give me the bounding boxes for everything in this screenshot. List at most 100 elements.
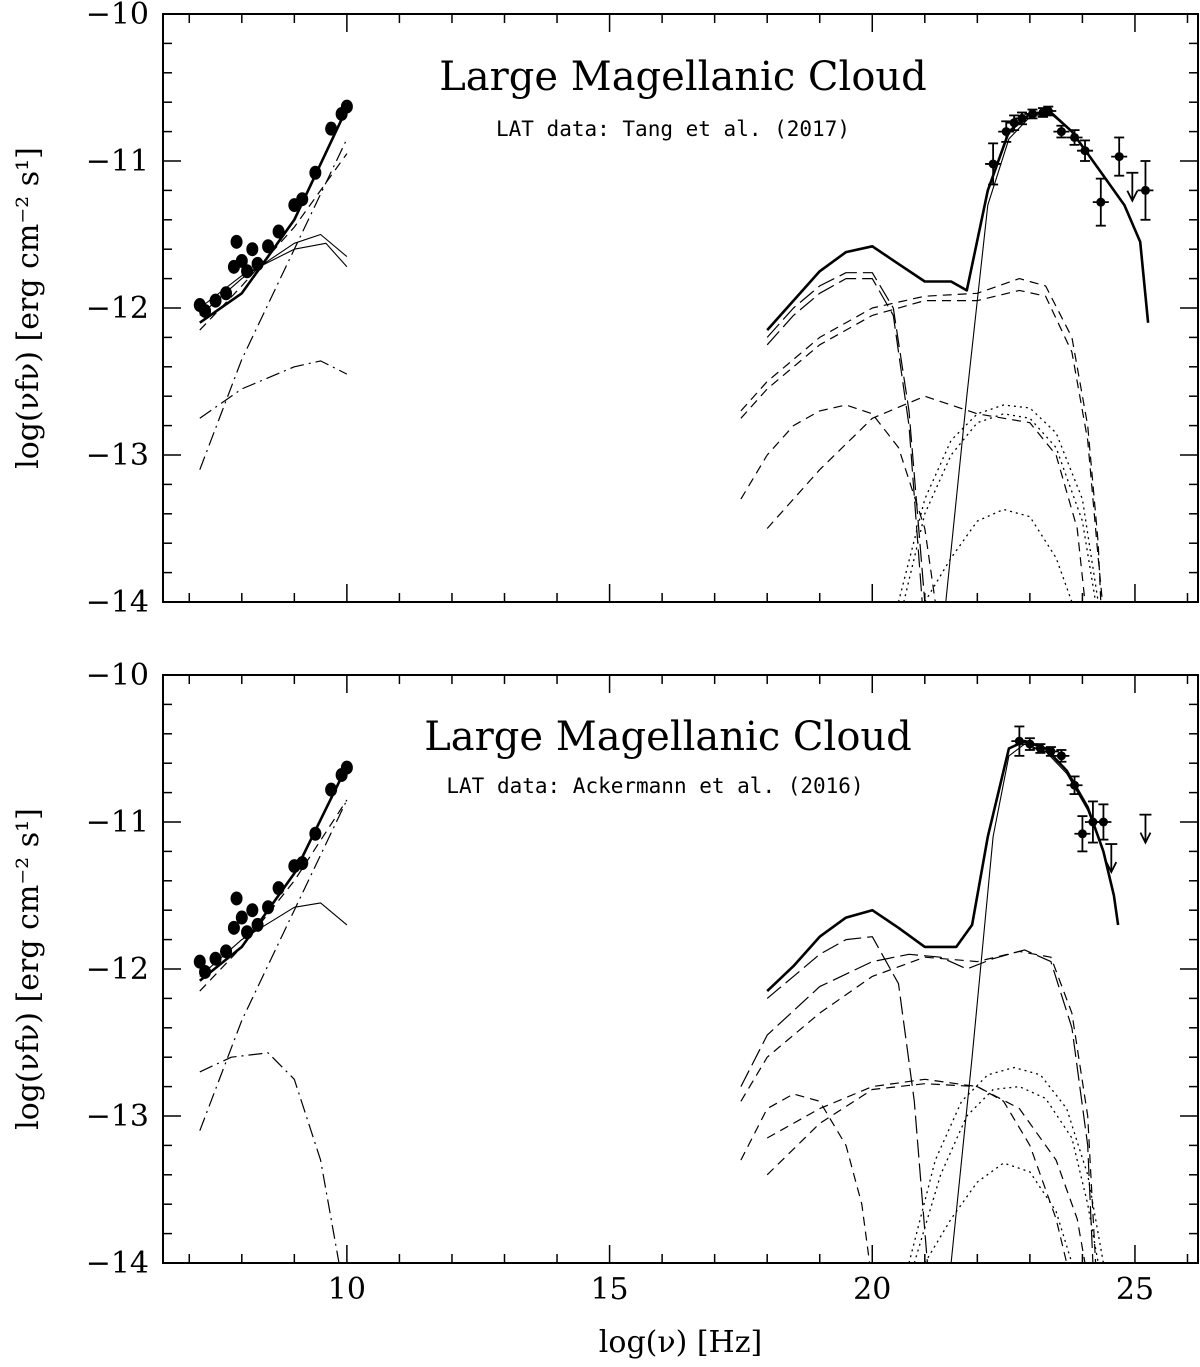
plot-frame	[162, 674, 1199, 1264]
model-curve-bremsstrahlung-2	[766, 1083, 1068, 1264]
gamma-data-point	[1025, 739, 1035, 749]
model-curve-inverse-compton-1	[740, 278, 1102, 603]
model-curve-synchrotron-X-2	[766, 278, 923, 603]
radio-data-point	[272, 224, 285, 239]
gamma-data-point	[1070, 780, 1080, 790]
plot-frame	[162, 13, 1199, 603]
gamma-data-point	[1096, 197, 1106, 207]
gamma-data-point	[988, 159, 998, 169]
radio-data-point	[340, 760, 353, 775]
y-tick-label: −11	[86, 144, 149, 179]
y-tick-label: −12	[86, 952, 149, 987]
model-curve-secondary-pion-2	[913, 1085, 1099, 1264]
gamma-data-point	[1017, 113, 1027, 123]
radio-data-point	[230, 234, 243, 249]
y-tick-label: −13	[86, 1099, 149, 1134]
gamma-data-point	[1088, 817, 1098, 827]
model-curve-secondary-pion-3	[924, 1162, 1073, 1264]
gamma-data-point	[1046, 746, 1056, 756]
model-curve-radio-component-d	[199, 902, 348, 977]
radio-data-point	[325, 782, 338, 797]
model-curve-inverse-compton-2	[740, 289, 1103, 603]
gamma-data-point	[1035, 744, 1045, 753]
y-tick-label: −12	[86, 291, 149, 326]
radio-data-point	[296, 856, 309, 871]
x-tick-label: 10	[328, 1272, 366, 1307]
radio-data-point	[296, 192, 309, 207]
radio-data-point	[340, 99, 353, 114]
radio-data-point	[272, 881, 285, 896]
upper-limit-arrow-head	[1139, 832, 1152, 845]
model-curve-bremsstrahlung-1	[740, 1093, 871, 1264]
gamma-data-point	[1028, 109, 1038, 119]
model-curve-synchrotron-X-1	[766, 272, 926, 603]
y-tick-label: −14	[86, 1246, 149, 1281]
model-curve-radio-component-c	[199, 1052, 340, 1264]
y-tick-label: −13	[86, 438, 149, 473]
gamma-data-point	[1114, 152, 1124, 162]
upper-limit-arrow-head	[1126, 190, 1139, 203]
gamma-data-point	[1009, 118, 1019, 128]
panel-1: −10 −11 −12 −13 −14 log(νfν) [erg cm⁻² s¹] Lar…	[11, 0, 1199, 620]
x-tick-label: 20	[853, 1272, 891, 1307]
radio-data-point	[230, 891, 243, 906]
model-curve-radio-component-b	[199, 799, 348, 1131]
model-curve-bremsstrahlung-2	[766, 395, 1086, 603]
radio-data-point	[235, 253, 248, 268]
radio-data-point	[241, 925, 254, 940]
y-axis-label: log(νfν) [erg cm⁻² s¹]	[11, 147, 46, 469]
gamma-data-point	[1140, 185, 1150, 195]
gamma-data-point	[1056, 751, 1066, 761]
gamma-data-point	[1043, 106, 1053, 116]
model-curve-synchrotron-X-2	[740, 949, 1094, 1264]
radio-data-point	[309, 826, 322, 841]
model-curve-secondary-pion-2	[903, 413, 1097, 603]
radio-data-point	[309, 165, 322, 180]
model-curve-bremsstrahlung-1	[740, 404, 936, 603]
gamma-data-point	[1080, 146, 1090, 156]
gamma-data-point	[1001, 127, 1011, 137]
radio-data-point	[220, 286, 233, 301]
radio-data-point	[251, 256, 264, 271]
panel-title: Large Magellanic Cloud	[439, 54, 927, 100]
model-curve-radio-component-a	[199, 799, 348, 992]
radio-data-point	[193, 954, 206, 969]
y-tick-label: −11	[86, 805, 149, 840]
radio-data-point	[235, 910, 248, 925]
model-curve-radio-component-a	[199, 153, 348, 331]
gamma-data-point	[1014, 736, 1024, 746]
x-axis-label: log(ν) [Hz]	[599, 1325, 762, 1360]
y-tick-label: −14	[86, 585, 149, 620]
radio-data-point	[220, 944, 233, 959]
upper-limit-arrow-head	[1105, 861, 1118, 875]
radio-data-point	[262, 239, 275, 254]
model-curve-total-model	[766, 739, 1120, 993]
radio-data-point	[209, 951, 222, 966]
model-curve-radio-component-b	[199, 138, 348, 470]
model-curve-secondary-pion-1	[897, 404, 1099, 603]
gamma-data-point	[1098, 817, 1108, 827]
radio-data-point	[199, 964, 212, 979]
radio-data-point	[209, 293, 222, 308]
model-curve-inverse-compton-1	[740, 950, 1097, 1264]
radio-data-point	[199, 303, 212, 318]
radio-data-point	[251, 917, 264, 932]
y-tick-label: −10	[86, 0, 149, 32]
model-curve-synchrotron-X-1	[766, 936, 928, 1264]
x-tick-label: 15	[590, 1272, 628, 1307]
panel-title: Large Magellanic Cloud	[424, 714, 912, 760]
x-tick-label: 25	[1116, 1272, 1154, 1307]
panel-subtitle: LAT data: Ackermann et al. (2016)	[446, 774, 863, 798]
model-curve-total-model	[766, 111, 1150, 331]
radio-data-point	[227, 920, 240, 935]
model-curve-radio-component-e	[199, 242, 348, 309]
model-curve-pion-decay	[945, 113, 1149, 603]
model-curve-radio-component-c	[199, 360, 348, 419]
radio-data-point	[246, 242, 259, 257]
gamma-data-point	[1077, 829, 1087, 839]
radio-data-point	[262, 900, 275, 915]
radio-data-point	[325, 121, 338, 136]
model-curve-bremsstrahlung-3	[766, 1078, 1086, 1264]
y-tick-label: −10	[86, 658, 149, 693]
